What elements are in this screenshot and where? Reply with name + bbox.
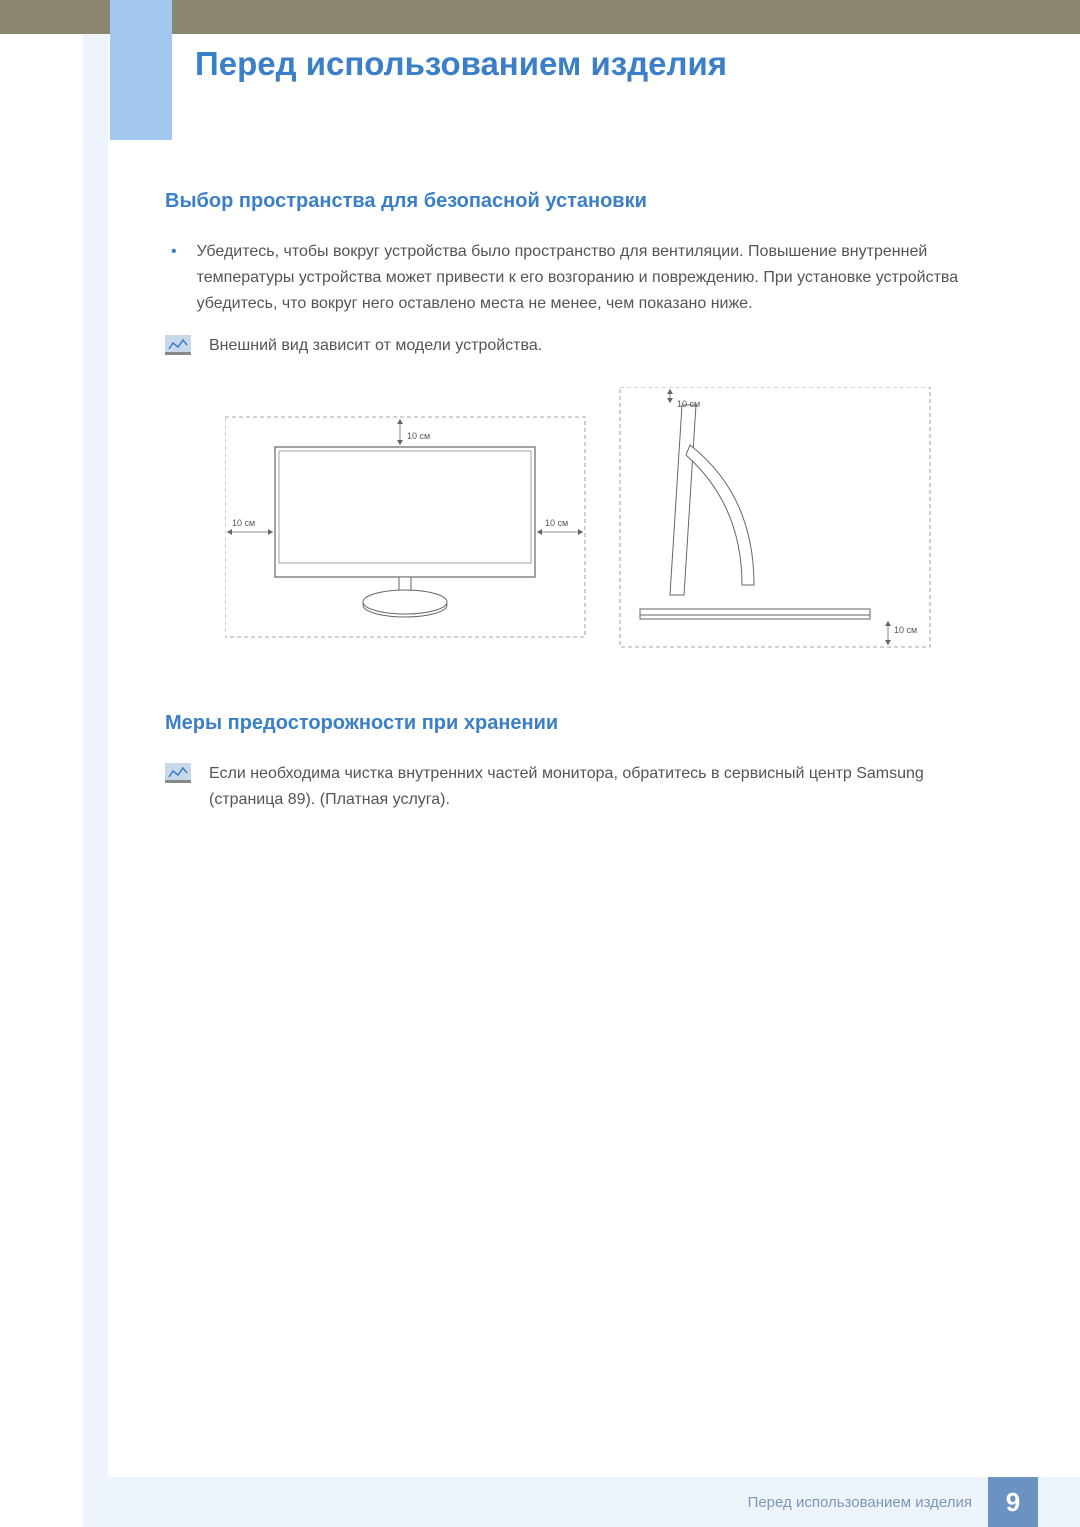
section1-note: Внешний вид зависит от модели устройства…: [165, 333, 985, 359]
footer: Перед использованием изделия 9: [83, 1477, 1080, 1527]
section1-note-text: Внешний вид зависит от модели устройства…: [209, 333, 542, 359]
section2-note-text: Если необходима чистка внутренних частей…: [209, 761, 985, 813]
left-gutter: [83, 34, 108, 1477]
page-number-box: 9: [988, 1477, 1038, 1527]
section1-heading: Выбор пространства для безопасной устано…: [165, 190, 985, 213]
note-icon: [165, 335, 191, 355]
footer-label: Перед использованием изделия: [748, 1494, 972, 1511]
section2-note: Если необходима чистка внутренних частей…: [165, 761, 985, 813]
svg-text:10 см: 10 см: [894, 625, 917, 635]
section2: Меры предосторожности при хранении Если …: [165, 712, 985, 813]
content-area: Выбор пространства для безопасной устано…: [165, 190, 985, 841]
svg-text:10 см: 10 см: [232, 518, 255, 528]
page-title: Перед использованием изделия: [195, 45, 727, 83]
chapter-tab: [110, 0, 172, 140]
clearance-diagram: 10 см 10 см 10 см 10 см 10 см: [225, 387, 985, 672]
svg-text:10 см: 10 см: [677, 399, 700, 409]
note-icon: [165, 763, 191, 783]
svg-text:10 см: 10 см: [545, 518, 568, 528]
page-number: 9: [1006, 1487, 1020, 1518]
section1-bullet-text: Убедитесь, чтобы вокруг устройства было …: [197, 239, 985, 317]
bullet-icon: •: [171, 239, 177, 317]
section1-bullet: • Убедитесь, чтобы вокруг устройства был…: [165, 239, 985, 317]
section2-heading: Меры предосторожности при хранении: [165, 712, 985, 735]
svg-text:10 см: 10 см: [407, 431, 430, 441]
